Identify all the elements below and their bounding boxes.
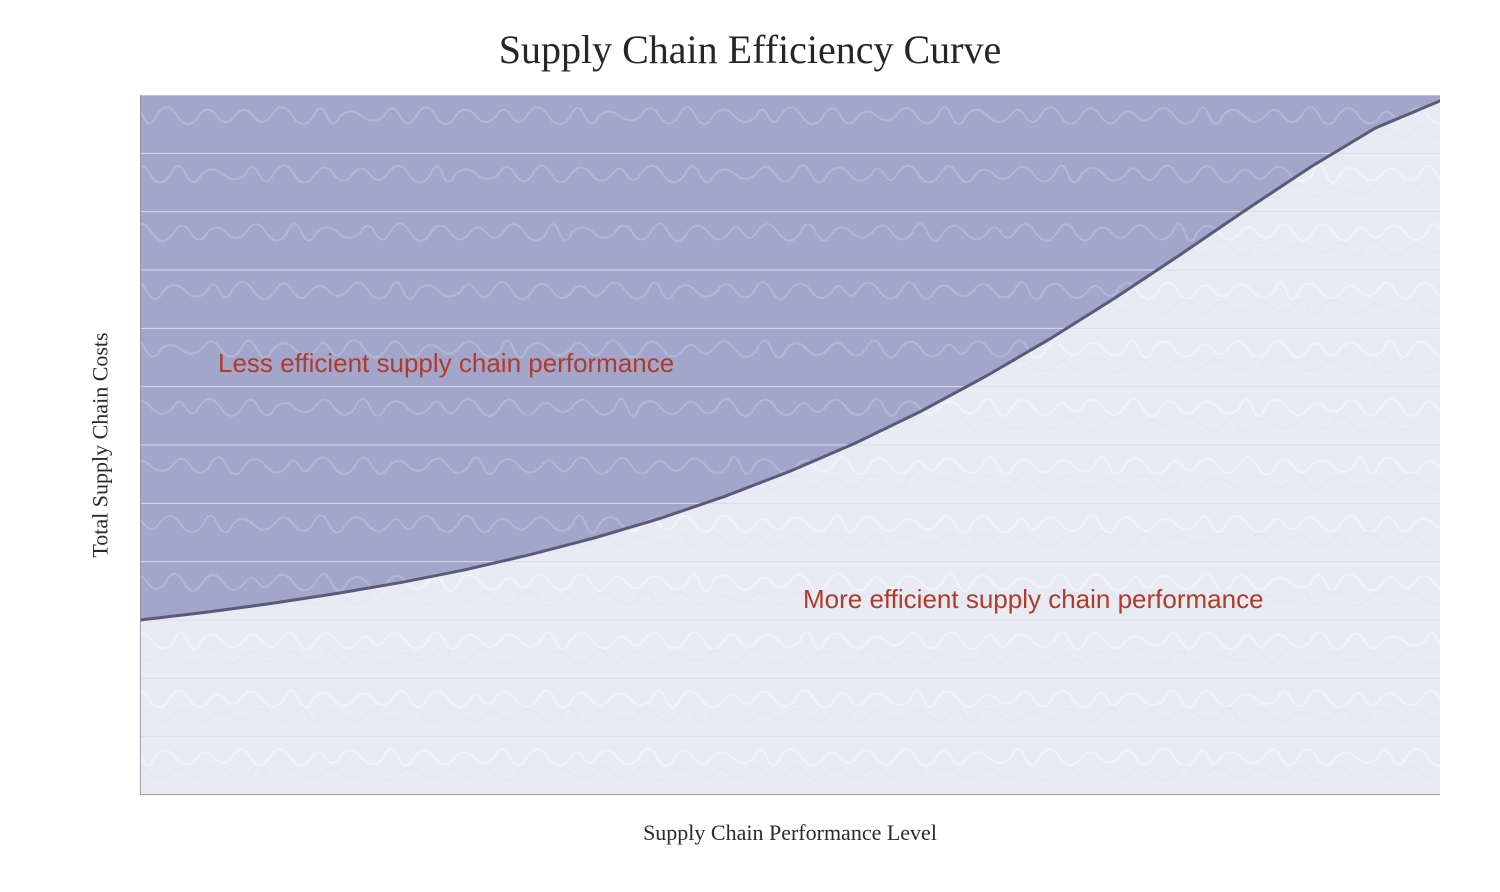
chart-svg bbox=[140, 95, 1440, 795]
y-axis-label: Total Supply Chain Costs bbox=[88, 332, 114, 557]
y-axis-label-wrap: Total Supply Chain Costs bbox=[86, 95, 116, 795]
more-efficient-label: More efficient supply chain performance bbox=[803, 584, 1264, 615]
chart-title: Supply Chain Efficiency Curve bbox=[0, 26, 1500, 73]
less-efficient-label: Less efficient supply chain performance bbox=[218, 348, 674, 379]
x-axis-label: Supply Chain Performance Level bbox=[140, 820, 1440, 846]
chart-page: { "title": { "text": "Supply Chain Effic… bbox=[0, 0, 1500, 892]
plot-area bbox=[140, 95, 1440, 795]
